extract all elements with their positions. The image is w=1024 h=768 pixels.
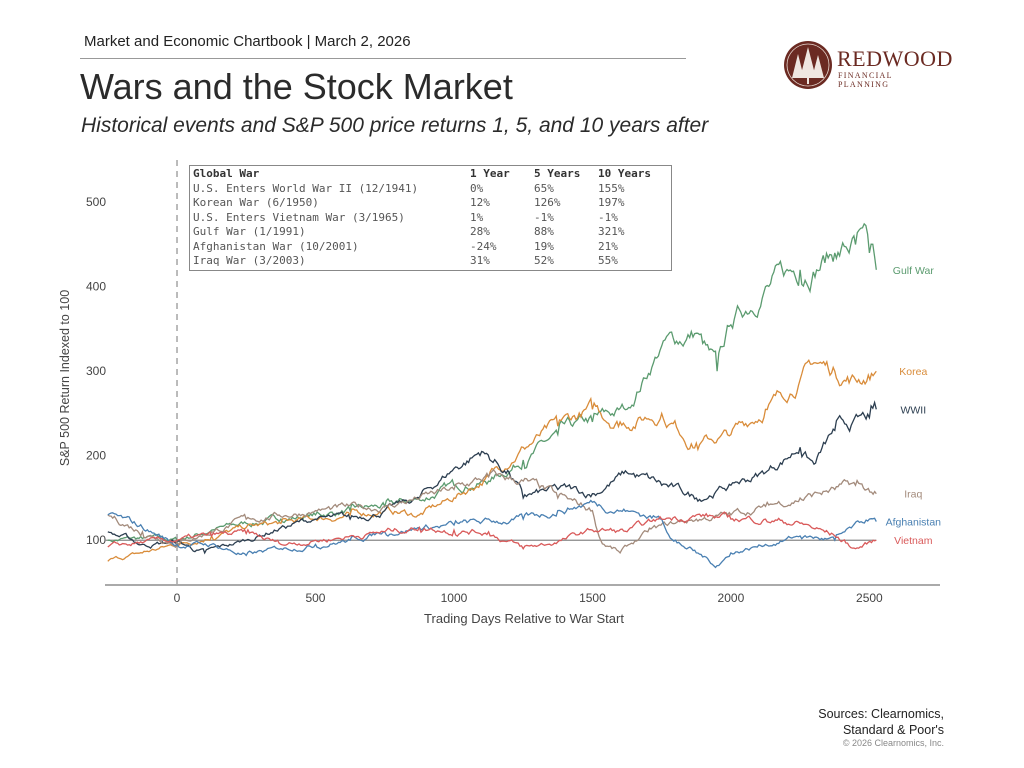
cell-5y: 19% <box>534 239 554 253</box>
series-line-korea <box>107 359 877 562</box>
page-title: Wars and the Stock Market <box>80 66 513 107</box>
table-row: Afghanistan War (10/2001) -24% 19% 21% <box>193 240 668 255</box>
logo-tagline: FINANCIAL PLANNING <box>838 71 893 89</box>
x-tick-label: 1500 <box>579 591 606 605</box>
header-war: Global War <box>193 167 260 180</box>
cell-war: U.S. Enters Vietnam War (3/1965) <box>193 210 405 224</box>
cell-war: Afghanistan War (10/2001) <box>193 239 359 253</box>
copyright: © 2026 Clearnomics, Inc. <box>842 738 944 748</box>
cell-war: Iraq War (3/2003) <box>193 254 306 267</box>
cell-1y: 28% <box>470 225 490 238</box>
logo-name: REDWOOD <box>837 46 953 71</box>
table-row: U.S. Enters World War II (12/1941) 0% 65% 1… <box>193 182 668 197</box>
cell-1y: 12% <box>470 196 490 209</box>
cell-1y: 0% <box>470 181 484 195</box>
cell-10y: -1% <box>598 210 618 224</box>
y-tick-label: 100 <box>86 533 106 547</box>
x-tick-label: 2000 <box>718 591 745 605</box>
cell-war: Gulf War (1/1991) <box>193 225 306 238</box>
tree-logo-icon <box>784 41 832 89</box>
table-row: Gulf War (1/1991) 28% 88% 321% <box>193 225 668 240</box>
chartbook-header: Market and Economic Chartbook | March 2,… <box>84 33 411 50</box>
cell-war: U.S. Enters World War II (12/1941) <box>193 181 419 195</box>
y-tick-label: 500 <box>86 195 106 209</box>
cell-5y: 126% <box>534 196 561 209</box>
series-line-gulf-war <box>107 222 877 543</box>
series-label: Korea <box>899 366 927 378</box>
cell-10y: 55% <box>598 254 618 267</box>
y-tick-label: 200 <box>86 449 106 463</box>
y-axis-label: S&P 500 Return Indexed to 100 <box>58 290 72 466</box>
cell-5y: 52% <box>534 254 554 267</box>
series-line-wwii <box>107 400 877 555</box>
series-line-vietnam <box>107 511 877 550</box>
cell-1y: 31% <box>470 254 490 267</box>
header-divider <box>80 58 686 59</box>
sources-line: Standard & Poor's <box>842 723 944 737</box>
cell-5y: 65% <box>534 181 554 195</box>
war-returns-table: Global War 1 Year 5 Years 10 Years U.S. … <box>189 165 672 271</box>
cell-10y: 155% <box>598 181 625 195</box>
x-tick-label: 1000 <box>441 591 468 605</box>
cell-10y: 197% <box>598 196 625 209</box>
x-axis-label: Trading Days Relative to War Start <box>424 611 624 626</box>
series-label: Iraq <box>904 489 922 501</box>
sources: Sources: Clearnomics, Standard & Poor's <box>818 706 944 738</box>
series-label: Afghanistan <box>886 517 942 529</box>
page-subtitle: Historical events and S&P 500 price retu… <box>81 114 709 137</box>
cell-1y: 1% <box>470 210 484 224</box>
series-label: WWII <box>900 404 926 416</box>
series-label: Gulf War <box>893 265 935 277</box>
y-tick-label: 400 <box>86 280 106 294</box>
cell-10y: 21% <box>598 239 618 253</box>
x-tick-label: 500 <box>305 591 325 605</box>
table-row: Iraq War (3/2003) 31% 52% 55% <box>193 254 668 269</box>
x-tick-label: 0 <box>174 591 181 605</box>
redwood-logo: REDWOOD FINANCIAL PLANNING <box>783 40 952 92</box>
y-tick-label: 300 <box>86 364 106 378</box>
sources-line: Sources: Clearnomics, <box>818 707 944 721</box>
cell-10y: 321% <box>598 225 625 238</box>
cell-1y: -24% <box>470 239 497 253</box>
series-label: Vietnam <box>894 535 933 547</box>
series-line-afghanistan <box>107 499 877 569</box>
header-1y: 1 Year <box>470 167 510 180</box>
header-10y: 10 Years <box>598 167 651 180</box>
table-row: U.S. Enters Vietnam War (3/1965) 1% -1% -1% <box>193 211 668 226</box>
table-header-row: Global War 1 Year 5 Years 10 Years <box>193 167 668 182</box>
cell-war: Korean War (6/1950) <box>193 196 319 209</box>
cell-5y: -1% <box>534 210 554 224</box>
header-5y: 5 Years <box>534 167 581 180</box>
table-row: Korean War (6/1950) 12% 126% 197% <box>193 196 668 211</box>
x-tick-label: 2500 <box>856 591 883 605</box>
series-line-iraq <box>107 468 877 555</box>
cell-5y: 88% <box>534 225 554 238</box>
